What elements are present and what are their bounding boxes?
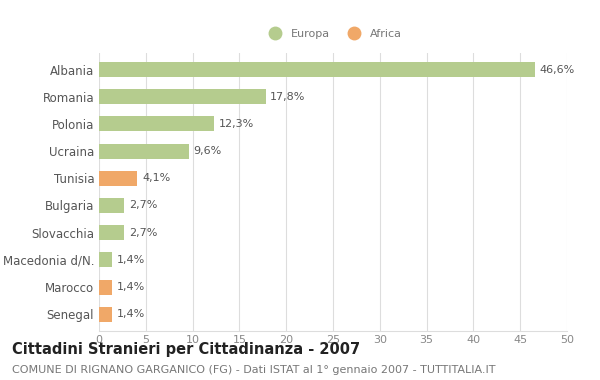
Text: 9,6%: 9,6% xyxy=(194,146,222,156)
Text: 4,1%: 4,1% xyxy=(142,173,170,183)
Bar xyxy=(99,171,137,186)
Bar xyxy=(99,307,112,322)
Bar xyxy=(99,144,189,158)
Text: 1,4%: 1,4% xyxy=(117,282,145,292)
Bar xyxy=(99,252,112,268)
Text: 2,7%: 2,7% xyxy=(129,228,157,238)
Legend: Europa, Africa: Europa, Africa xyxy=(261,25,405,42)
Text: 2,7%: 2,7% xyxy=(129,201,157,211)
Bar xyxy=(99,116,214,131)
Text: 12,3%: 12,3% xyxy=(219,119,254,129)
Text: 46,6%: 46,6% xyxy=(540,65,575,74)
Text: COMUNE DI RIGNANO GARGANICO (FG) - Dati ISTAT al 1° gennaio 2007 - TUTTITALIA.IT: COMUNE DI RIGNANO GARGANICO (FG) - Dati … xyxy=(12,365,496,375)
Text: 1,4%: 1,4% xyxy=(117,309,145,319)
Bar xyxy=(99,62,535,77)
Bar xyxy=(99,198,124,213)
Text: 1,4%: 1,4% xyxy=(117,255,145,265)
Text: 17,8%: 17,8% xyxy=(270,92,305,102)
Bar xyxy=(99,280,112,294)
Bar xyxy=(99,225,124,240)
Text: Cittadini Stranieri per Cittadinanza - 2007: Cittadini Stranieri per Cittadinanza - 2… xyxy=(12,342,360,357)
Bar xyxy=(99,89,266,104)
